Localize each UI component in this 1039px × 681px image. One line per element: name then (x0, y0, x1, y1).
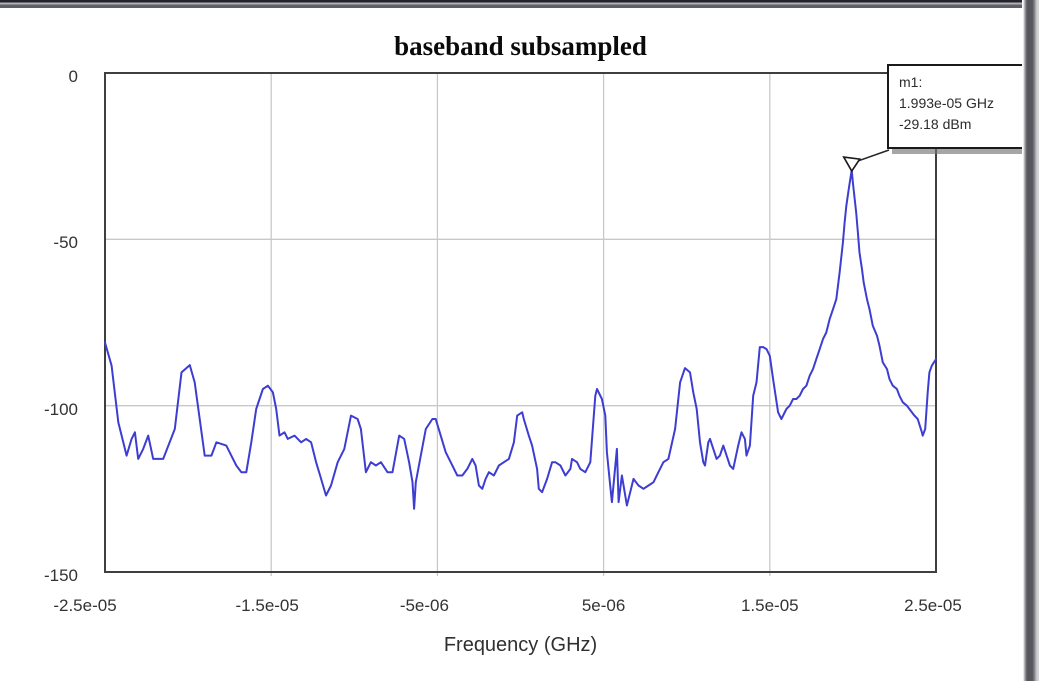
y-tick-label: 0 (68, 67, 78, 86)
marker-id: m1: (899, 74, 923, 90)
x-tick-label: 5e-06 (581, 596, 626, 615)
y-tick-label: -50 (53, 233, 78, 253)
x-tick-label: -2.5e-05 (53, 596, 117, 615)
x-axis-label: Frequency (GHz) (443, 634, 598, 656)
trace-line[interactable] (104, 169, 937, 510)
x-tick-label: -1.5e-05 (235, 596, 299, 615)
marker-value: -29.18 dBm (899, 116, 972, 132)
x-tick-label: 1.5e-05 (740, 596, 799, 615)
x-tick-label: 2.5e-05 (904, 596, 962, 615)
window-top-edge (0, 0, 1039, 8)
x-tick-label: -5e-06 (399, 596, 449, 615)
chart-title: baseband subsampled (394, 31, 647, 61)
y-tick-label: -100 (43, 399, 78, 419)
plot-border (104, 72, 937, 573)
marker-triangle[interactable] (842, 156, 862, 173)
marker-frequency: 1.993e-05 GHz (899, 95, 994, 111)
y-tick-label: -150 (43, 566, 78, 585)
window-right-edge (1022, 0, 1039, 681)
marker-readout-box[interactable]: m1: 1.993e-05 GHz -29.18 dBm (887, 64, 1031, 149)
marker-callout-line (857, 149, 890, 162)
